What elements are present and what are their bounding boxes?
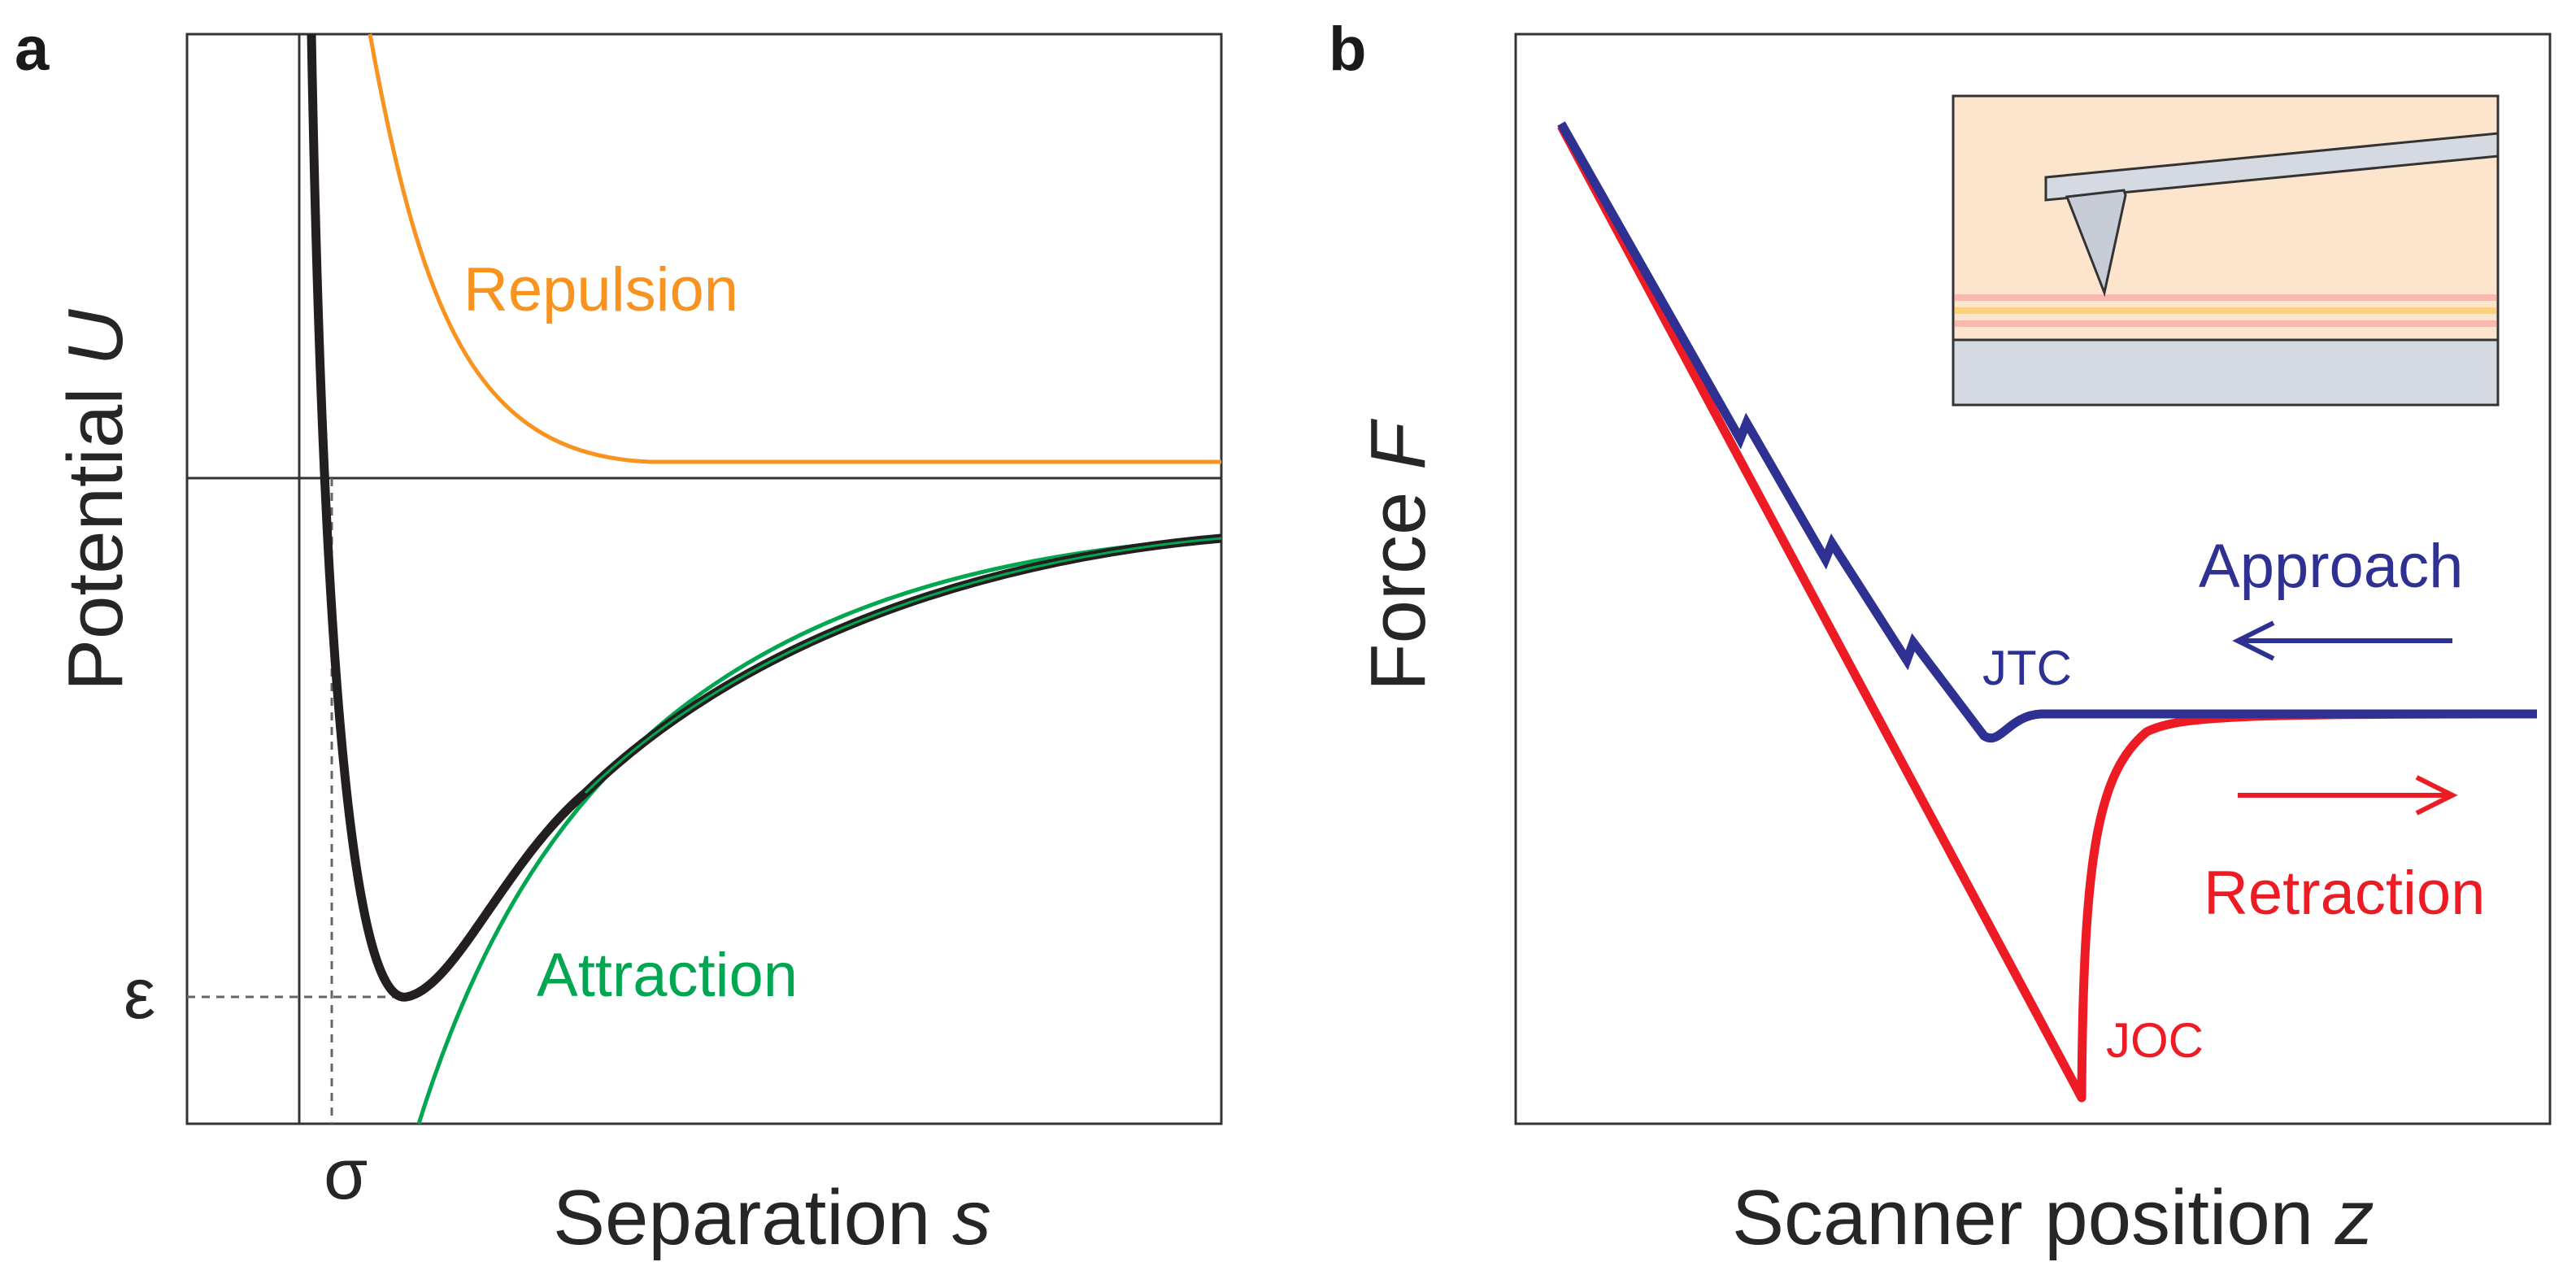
inset-layer-3 — [1955, 320, 2496, 327]
panel-a-x-axis-title: Separation s — [553, 1174, 991, 1261]
y-axis-prefix: Potential — [52, 366, 139, 691]
panel-a-label: a — [15, 15, 50, 84]
panel-a-plot-frame — [185, 33, 1223, 1125]
sigma-symbol: σ — [324, 1134, 368, 1214]
joc-label: JOC — [2106, 1013, 2204, 1068]
x-axis-prefix: Scanner position — [1732, 1174, 2335, 1261]
panel-b-x-axis-title: Scanner position z — [1732, 1174, 2374, 1261]
inset-layer-2 — [1955, 307, 2496, 314]
retraction-label: Retraction — [2204, 859, 2485, 928]
afm-inset — [1952, 94, 2500, 407]
x-axis-prefix: Separation — [553, 1174, 952, 1261]
panel-b-y-axis-title: Force F — [1355, 418, 1442, 691]
attraction-curve — [416, 536, 1222, 1125]
panel-b-plot-frame — [1514, 33, 2552, 1125]
approach-label: Approach — [2199, 532, 2463, 601]
panel-a-y-axis-title: Potential U — [52, 309, 139, 691]
afm-tip-icon — [2065, 189, 2127, 298]
x-axis-variable: s — [952, 1174, 991, 1261]
total-potential-curve — [307, 33, 1222, 1002]
x-axis-variable: z — [2334, 1174, 2374, 1261]
y-axis-prefix: Force — [1355, 470, 1442, 691]
approach-arrow-icon — [2232, 620, 2452, 661]
retraction-arrow-icon — [2238, 775, 2458, 816]
approach-curve — [1557, 121, 2537, 743]
total-potential-overlay — [584, 537, 1222, 794]
panel-b-label: b — [1329, 15, 1366, 84]
y-axis-variable: F — [1355, 418, 1442, 470]
repulsion-label: Repulsion — [463, 255, 738, 324]
epsilon-symbol: ε — [124, 953, 155, 1033]
repulsion-curve — [368, 33, 1221, 464]
panel-a: a Repulsion Attraction ε σ Separation s … — [15, 15, 1223, 1261]
jtc-label: JTC — [1982, 641, 2072, 695]
panel-b: b JTC JOC Approach Retraction — [1329, 15, 2552, 1261]
inset-layer-1 — [1955, 294, 2496, 301]
attraction-label: Attraction — [537, 941, 798, 1010]
cantilever — [2044, 132, 2500, 202]
y-axis-variable: U — [52, 309, 139, 366]
inset-substrate — [1952, 338, 2500, 407]
